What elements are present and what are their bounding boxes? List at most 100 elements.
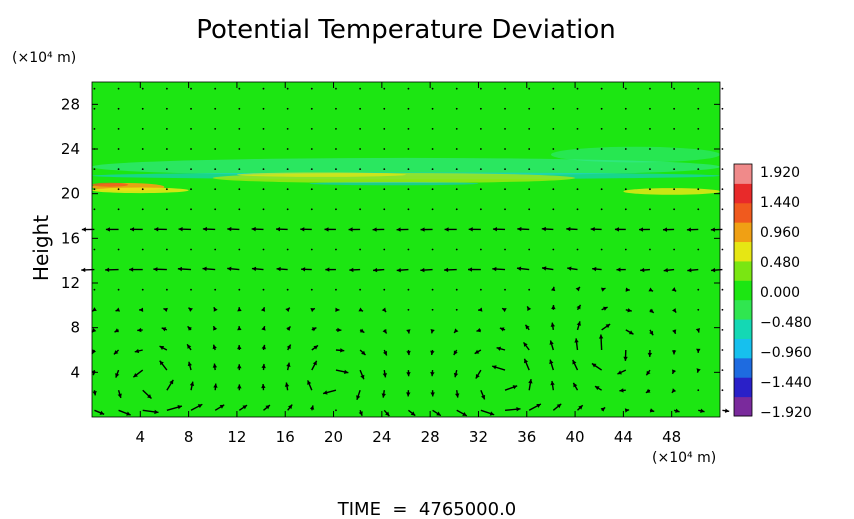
wind-arrowhead <box>189 381 195 387</box>
y-axis: 4 8 12 16 20 24 28 <box>61 95 720 381</box>
wind-point <box>624 127 627 130</box>
wind-arrowhead <box>550 286 556 292</box>
wind-arrowhead <box>600 287 606 292</box>
wind-arrowhead <box>695 328 701 333</box>
y-tick-label: 24 <box>61 140 80 158</box>
wind-point <box>455 148 458 150</box>
wind-point <box>383 107 386 110</box>
wind-point <box>479 107 482 110</box>
wind-point <box>697 248 700 251</box>
wind-point <box>310 208 313 211</box>
wind-point <box>238 248 241 251</box>
wind-arrowhead <box>663 268 668 273</box>
wind-arrowhead <box>99 410 105 415</box>
wind-arrowhead <box>237 364 242 369</box>
wind-point <box>407 168 410 171</box>
wind-point <box>190 288 192 291</box>
wind-point <box>359 87 362 90</box>
wind-arrowhead <box>286 326 291 331</box>
wind-point <box>117 248 120 251</box>
wind-point <box>335 107 337 110</box>
wind-arrowhead <box>649 408 655 413</box>
wind-point <box>721 248 724 251</box>
wind-arrowhead <box>81 227 86 232</box>
wind-point <box>190 208 192 211</box>
wind-point <box>528 127 531 130</box>
wind-point <box>504 288 506 291</box>
wind-arrowhead <box>420 267 425 273</box>
wind-point <box>673 208 676 211</box>
wind-arrowhead <box>161 327 167 332</box>
wind-point <box>335 168 337 171</box>
wind-point <box>649 87 651 90</box>
wind-point <box>479 168 482 171</box>
wind-arrowhead <box>575 286 580 292</box>
wind-arrowhead <box>646 370 651 376</box>
wind-point <box>721 288 724 291</box>
wind-point <box>286 188 289 191</box>
wind-arrowhead <box>261 326 266 331</box>
wind-point <box>383 148 386 150</box>
wind-arrowhead <box>358 307 364 312</box>
wind-arrowhead <box>453 350 458 355</box>
wind-arrowhead <box>696 368 701 373</box>
wind-arrowhead <box>462 411 467 416</box>
wind-point <box>359 107 362 110</box>
wind-point <box>431 288 434 291</box>
wind-point <box>117 148 120 150</box>
wind-arrowhead <box>700 408 705 413</box>
wind-arrowhead <box>517 226 522 232</box>
wind-point <box>600 168 603 171</box>
wind-point <box>214 188 217 191</box>
wind-point <box>528 248 531 251</box>
wind-point <box>93 87 96 90</box>
wind-point <box>673 248 676 251</box>
wind-arrowhead <box>619 388 624 393</box>
wind-point <box>310 148 313 150</box>
wind-point <box>649 107 651 110</box>
wind-point <box>141 248 144 251</box>
x-tick-label: 12 <box>227 428 246 446</box>
wind-arrowhead <box>406 350 411 356</box>
wind-arrowhead <box>187 326 192 331</box>
wind-arrowhead <box>499 327 505 332</box>
colorbar-frame <box>733 163 753 417</box>
wind-point <box>576 188 579 191</box>
wind-arrowhead <box>188 307 193 312</box>
wind-arrowhead <box>516 407 521 412</box>
wind-arrowhead <box>675 408 680 413</box>
wind-arrowhead <box>360 374 365 380</box>
wind-point <box>238 87 241 90</box>
colorbar-label: 0.480 <box>760 255 800 271</box>
wind-point <box>262 188 265 191</box>
wind-point <box>721 308 724 311</box>
wind-arrowhead <box>549 340 554 345</box>
wind-arrowhead <box>617 370 622 375</box>
wind-point <box>600 107 603 110</box>
wind-arrowhead <box>383 350 388 356</box>
wind-point <box>721 329 724 331</box>
wind-point <box>649 208 651 211</box>
wind-arrowhead <box>573 382 578 388</box>
wind-arrowhead <box>724 408 730 413</box>
wind-arrowhead <box>187 344 192 349</box>
wind-point <box>431 188 434 191</box>
wind-point <box>214 87 217 90</box>
wind-arrowhead <box>496 346 502 351</box>
wind-arrowhead <box>115 373 120 378</box>
wind-point <box>165 168 168 171</box>
wind-arrowhead <box>672 329 677 334</box>
wind-arrowhead <box>213 326 218 331</box>
wind-point <box>383 248 386 251</box>
colorbar-label: −1.440 <box>760 375 812 391</box>
wind-arrowhead <box>382 373 387 378</box>
wind-arrowhead <box>406 329 411 334</box>
wind-point <box>93 107 96 110</box>
wind-point <box>431 208 434 211</box>
wind-point <box>359 127 362 130</box>
wind-arrowhead <box>476 327 481 333</box>
wind-arrowhead <box>373 267 378 273</box>
wind-arrowhead <box>337 327 342 333</box>
wind-point <box>504 107 506 110</box>
colorbar-label: 0.000 <box>760 285 800 301</box>
